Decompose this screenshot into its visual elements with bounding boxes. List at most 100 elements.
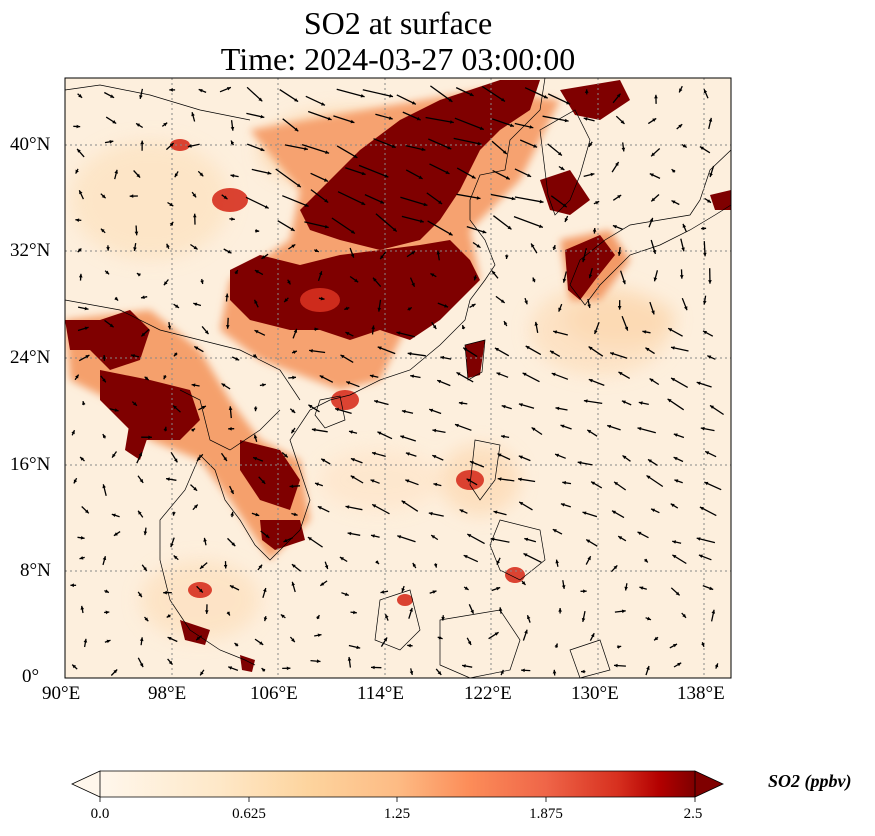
wind-vector-head — [292, 375, 296, 380]
wind-vector-head — [707, 199, 711, 203]
wind-vector-head — [673, 644, 677, 648]
wind-vector-head — [113, 532, 118, 536]
wind-vector-head — [254, 270, 259, 274]
wind-vector-head — [667, 398, 672, 403]
wind-vector-head — [702, 226, 707, 231]
wind-vector-head — [350, 458, 355, 462]
wind-vector-head — [380, 255, 384, 260]
wind-vector-head — [496, 372, 501, 376]
wind-vector-head — [518, 477, 522, 482]
wind-vector-head — [253, 457, 257, 461]
wind-vector-head — [591, 633, 595, 638]
wind-vector-head — [595, 201, 600, 205]
wind-vector-head — [204, 330, 209, 335]
wind-vector-head — [234, 643, 239, 647]
wind-vector-head — [411, 101, 416, 105]
wind-vector-head — [407, 643, 411, 648]
wind-vector-head — [496, 560, 500, 565]
wind-vector-head — [504, 321, 508, 326]
wind-vector-head — [678, 124, 683, 128]
wind-vector-head — [173, 555, 178, 560]
wind-vector-head — [412, 562, 417, 567]
wind-vector-head — [235, 357, 240, 361]
wind-vector-head — [463, 555, 468, 559]
wind-vector-head — [456, 372, 461, 376]
wind-vector-head — [347, 531, 352, 536]
wind-vector-head — [463, 347, 468, 352]
wind-vector-head — [254, 299, 258, 304]
wind-vector-head — [169, 143, 174, 147]
wind-vector-head — [622, 280, 626, 285]
wind-vector-head — [651, 152, 655, 157]
wind-vector-head — [111, 513, 116, 517]
wind-vector-head — [621, 609, 626, 614]
wind-vector-head — [227, 249, 232, 254]
wind-vector-head — [79, 556, 84, 560]
wind-vector-head — [671, 169, 676, 173]
wind-vector-head — [283, 453, 288, 458]
wind-vector-head — [705, 451, 710, 455]
wind-vector-head — [197, 457, 201, 461]
wind-vector-head — [191, 428, 196, 432]
wind-vector-head — [344, 306, 349, 310]
wind-vector-head — [524, 300, 528, 305]
wind-vector — [336, 145, 358, 159]
wind-vector-head — [78, 273, 83, 278]
wind-vector-head — [709, 173, 713, 177]
wind-vector-head — [320, 582, 325, 586]
wind-vector-head — [539, 199, 544, 204]
wind-vector-head — [260, 147, 265, 151]
wind-vector-head — [554, 643, 558, 648]
wind-vector-head — [582, 511, 587, 515]
wind-vector-head — [374, 399, 378, 404]
wind-vector-head — [163, 375, 167, 380]
wind-vector-head — [261, 668, 266, 672]
wind-vector-head — [371, 665, 375, 670]
wind-vector-head — [370, 479, 375, 483]
wind-vector-head — [85, 509, 89, 514]
wind-vector-head — [555, 453, 560, 458]
wind-vector-head — [651, 310, 655, 315]
wind-vector-head — [411, 282, 415, 287]
wind-vector-head — [163, 426, 168, 431]
wind-vector-head — [172, 512, 176, 516]
wind-vector-head — [438, 635, 443, 640]
wind-vector-head — [709, 586, 714, 590]
wind-vector — [454, 117, 485, 131]
wind-vector-head — [703, 330, 707, 335]
wind-vector-head — [482, 230, 487, 234]
wind-vector-head — [566, 101, 571, 105]
wind-vector-head — [407, 352, 412, 356]
wind-vector — [275, 168, 302, 188]
wind-vector-head — [396, 331, 401, 335]
wind-vector-head — [291, 409, 296, 413]
wind-vector-head — [230, 126, 235, 131]
wind-vector-head — [391, 144, 396, 148]
wind-vector-head — [699, 146, 704, 150]
wind-vector-head — [681, 247, 685, 252]
wind-vector-head — [287, 280, 291, 285]
wind-vector-head — [82, 401, 86, 405]
wind-vector-head — [594, 330, 598, 334]
wind-vector-head — [286, 666, 291, 671]
wind-vector-head — [436, 250, 441, 255]
wind-vector-head — [502, 150, 507, 154]
wind-vector-head — [110, 94, 115, 98]
wind-vector-head — [255, 229, 260, 233]
wind-vector-head — [670, 503, 675, 508]
lat-tick-24n: 24°N — [10, 347, 51, 368]
wind-vector-head — [139, 663, 144, 668]
wind-vector-head — [230, 174, 235, 178]
wind-vector-head — [498, 607, 503, 612]
wind-vector-head — [646, 475, 651, 479]
wind-vector-head — [584, 89, 589, 93]
colorbar-tick-25: 2.5 — [683, 806, 703, 822]
wind-vector-head — [582, 258, 586, 263]
wind-vector-head — [714, 663, 719, 668]
wind-vector-head — [187, 144, 192, 148]
wind-vector-head — [432, 455, 437, 459]
wind-vector-head — [649, 217, 654, 222]
wind-vector-head — [200, 565, 204, 569]
wind-vector-head — [234, 270, 238, 274]
wind-vector — [401, 215, 424, 223]
